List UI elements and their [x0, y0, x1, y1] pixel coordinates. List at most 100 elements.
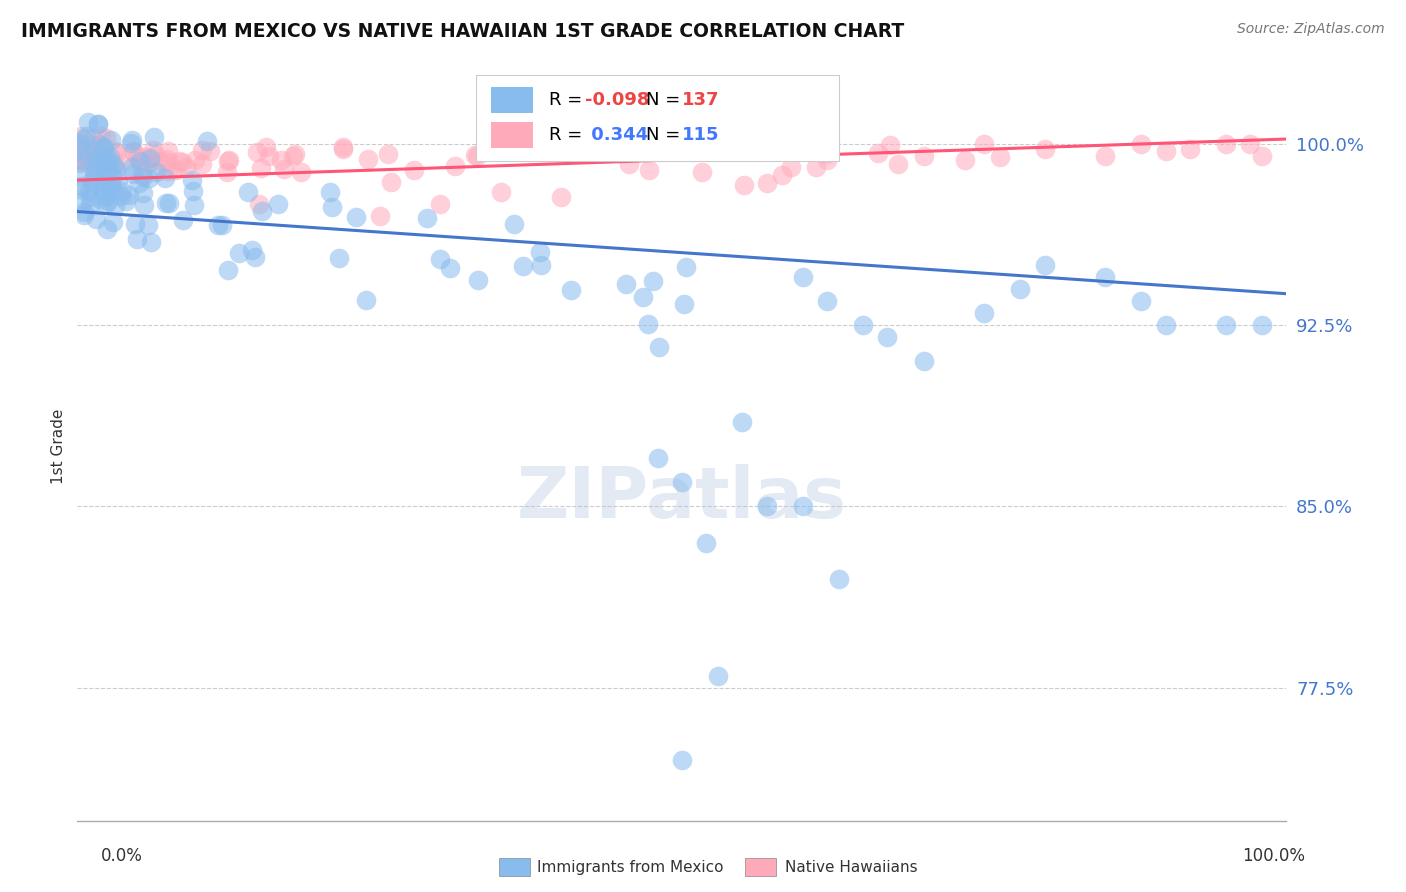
Point [69, 182, 91, 196]
Point [89, 136, 111, 151]
Point [69, 151, 91, 165]
Point [690, 165, 713, 179]
Point [84, 145, 107, 159]
Point [804, 160, 827, 174]
Point [240, 244, 263, 258]
Point [654, 142, 676, 156]
Point [136, 218, 159, 232]
Point [682, 145, 704, 159]
Point [439, 260, 461, 275]
Point [73, 208, 96, 222]
Point [647, 451, 669, 466]
Point [731, 415, 754, 429]
Point [73, 131, 96, 145]
Point [69, 145, 91, 160]
Point [429, 197, 451, 211]
Point [637, 317, 659, 331]
Point [273, 161, 295, 176]
Point [91, 171, 114, 186]
Point [444, 159, 467, 173]
Point [377, 147, 399, 161]
Point [814, 147, 837, 161]
Point [69, 136, 91, 151]
Point [83, 145, 105, 159]
Point [429, 252, 451, 267]
Point [143, 148, 166, 162]
Point [84, 211, 107, 226]
Point [270, 153, 292, 168]
Point [464, 148, 486, 162]
Point [86, 117, 108, 131]
Point [695, 535, 717, 549]
Point [139, 151, 162, 165]
Point [127, 149, 149, 163]
Point [75, 128, 97, 143]
Text: N =: N = [645, 126, 686, 144]
Point [96, 171, 118, 186]
Point [755, 500, 778, 514]
Point [97, 161, 120, 176]
Point [120, 136, 142, 150]
Point [87, 117, 110, 131]
Point [70, 194, 93, 208]
FancyBboxPatch shape [491, 87, 533, 113]
Point [380, 175, 402, 189]
Point [1033, 142, 1056, 156]
Point [87, 138, 110, 153]
Point [84, 166, 107, 180]
Point [183, 198, 205, 212]
Point [254, 140, 277, 154]
Text: 115: 115 [682, 126, 720, 144]
Point [319, 185, 342, 199]
Point [96, 152, 118, 166]
Point [1251, 318, 1274, 333]
Point [100, 177, 122, 191]
Text: R =: R = [548, 91, 588, 109]
Point [191, 144, 214, 158]
Text: -0.098: -0.098 [585, 91, 650, 109]
Point [228, 245, 250, 260]
Point [98, 151, 121, 165]
Point [780, 160, 803, 174]
Point [284, 146, 307, 161]
Point [86, 158, 108, 172]
Point [84, 158, 107, 172]
Point [143, 130, 166, 145]
Point [110, 189, 132, 203]
Point [124, 217, 146, 231]
Point [191, 157, 214, 171]
Point [83, 130, 105, 145]
Point [357, 153, 380, 167]
FancyBboxPatch shape [491, 122, 533, 148]
Point [465, 149, 488, 163]
Text: Source: ZipAtlas.com: Source: ZipAtlas.com [1237, 22, 1385, 37]
Point [155, 195, 177, 210]
Point [70, 152, 93, 166]
Point [792, 500, 814, 514]
Point [122, 144, 145, 158]
Point [675, 260, 697, 274]
Point [953, 153, 976, 168]
Point [207, 218, 229, 232]
Point [1251, 149, 1274, 163]
Point [138, 156, 160, 170]
Point [416, 211, 439, 226]
Point [128, 176, 150, 190]
Point [1154, 318, 1177, 333]
Point [82, 174, 104, 188]
Point [852, 318, 875, 333]
Point [250, 161, 273, 175]
Point [101, 158, 124, 172]
Point [107, 172, 129, 186]
Point [93, 161, 115, 175]
Point [90, 153, 112, 167]
Point [89, 192, 111, 206]
Point [1154, 144, 1177, 158]
Point [648, 340, 671, 354]
Point [180, 172, 202, 186]
Point [96, 156, 118, 170]
Point [101, 182, 124, 196]
Point [638, 162, 661, 177]
Point [121, 161, 143, 175]
Point [77, 184, 100, 198]
